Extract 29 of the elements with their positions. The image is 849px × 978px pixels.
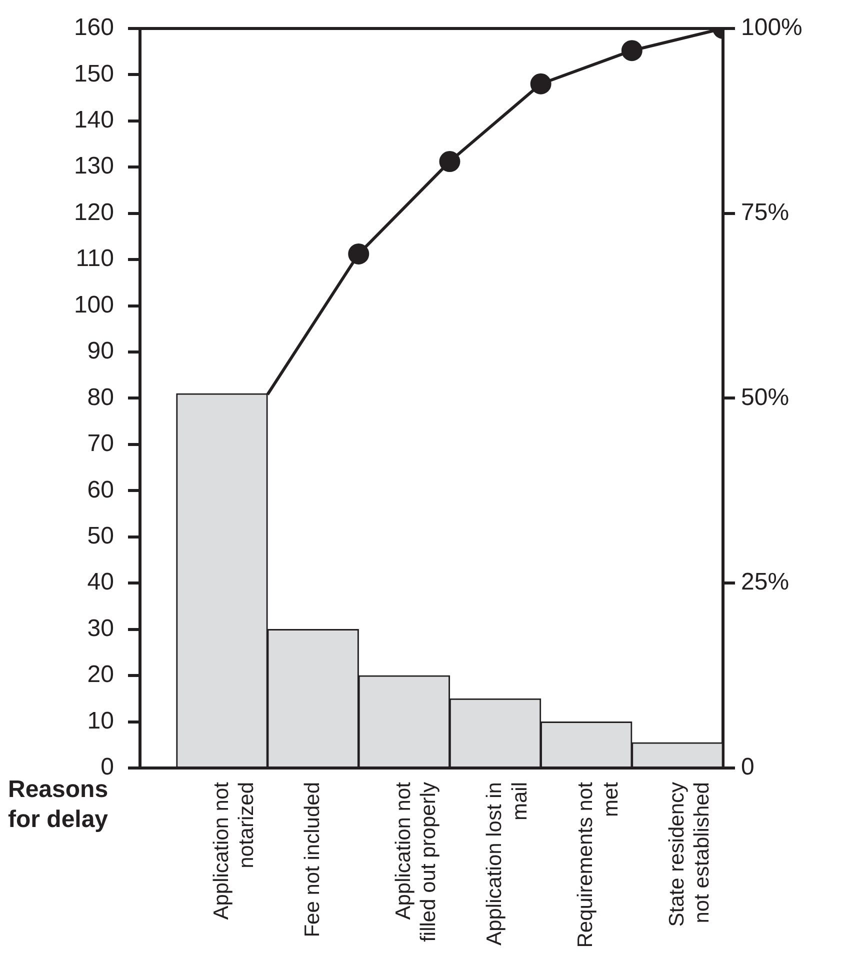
y-tick-label: 110 xyxy=(76,245,114,272)
y2-tick-label: 100% xyxy=(741,14,802,42)
y2-tick-label: 0 xyxy=(741,754,754,781)
y2-tick-label: 25% xyxy=(741,568,790,596)
y-tick-label: 160 xyxy=(74,14,114,42)
y-tick-label: 20 xyxy=(87,661,114,688)
y-tick-label: 90 xyxy=(87,338,114,365)
point xyxy=(621,40,642,62)
y-tick-label: 70 xyxy=(87,430,114,458)
point xyxy=(348,243,370,264)
y-tick-label: 50 xyxy=(87,522,114,550)
x-tick-label: Application not notarized xyxy=(210,782,258,920)
y-tick-label: 40 xyxy=(87,568,114,596)
x-tick-label: Application lost in mail xyxy=(483,782,532,946)
y-tick-label: 150 xyxy=(74,60,114,88)
y-tick-label: 120 xyxy=(74,198,114,226)
x-tick-label: Requirements not met xyxy=(574,782,622,948)
y-tick-label: 140 xyxy=(74,106,114,134)
y-tick-label: 60 xyxy=(87,476,114,504)
y2-tick-label: 75% xyxy=(741,198,790,226)
y-tick-label: 100 xyxy=(74,291,114,318)
point xyxy=(439,151,460,172)
y-tick-label: 80 xyxy=(87,384,114,411)
x-tick-label: Fee not included xyxy=(300,782,324,938)
point xyxy=(530,73,552,94)
y2-tick-label: 50% xyxy=(741,384,790,411)
y-tick-label: 30 xyxy=(87,614,114,642)
y-tick-label: 130 xyxy=(74,152,114,180)
y-tick-label: 10 xyxy=(87,707,114,734)
